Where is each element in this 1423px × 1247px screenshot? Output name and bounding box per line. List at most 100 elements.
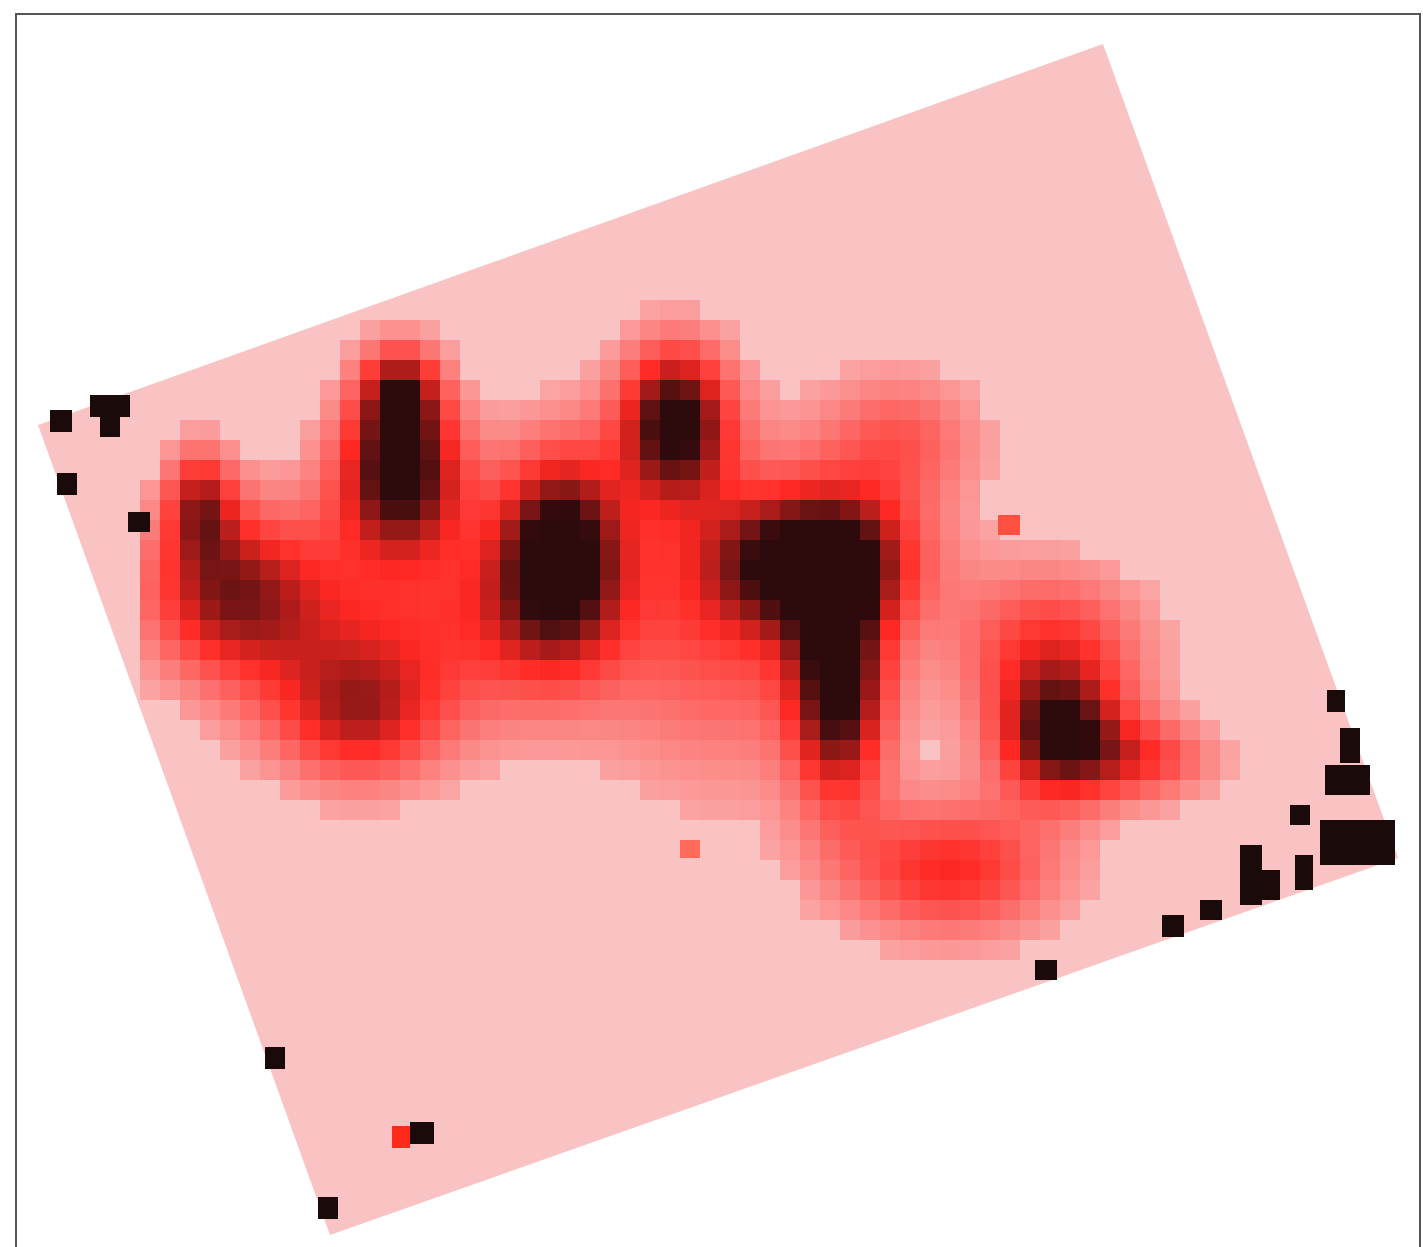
heat-block <box>440 760 460 780</box>
heat-block <box>580 540 600 560</box>
heat-block <box>360 400 380 420</box>
heat-block <box>340 520 360 540</box>
heat-block <box>920 840 940 860</box>
heat-block <box>560 420 580 440</box>
heat-block <box>1080 880 1100 900</box>
heat-block <box>800 860 820 880</box>
heat-block <box>320 800 340 820</box>
heat-block <box>760 400 780 420</box>
heat-block <box>500 400 520 420</box>
heat-block <box>840 800 860 820</box>
heat-block <box>1020 760 1040 780</box>
heat-block <box>420 620 440 640</box>
heat-block <box>840 600 860 620</box>
heat-block <box>260 740 280 760</box>
heat-block <box>1000 640 1020 660</box>
heat-block <box>1160 680 1180 700</box>
heat-block <box>500 660 520 680</box>
heat-block <box>800 840 820 860</box>
heat-block <box>500 460 520 480</box>
heat-block <box>240 720 260 740</box>
heat-block <box>1040 720 1060 740</box>
heat-block <box>960 680 980 700</box>
heat-block <box>880 820 900 840</box>
heat-block <box>360 560 380 580</box>
heat-block <box>920 920 940 940</box>
heat-block <box>440 460 460 480</box>
heat-block <box>720 780 740 800</box>
heat-block <box>340 340 360 360</box>
heat-block <box>1060 540 1080 560</box>
heat-block <box>580 700 600 720</box>
heat-block <box>1080 580 1100 600</box>
dead-pixel <box>1200 900 1222 920</box>
heat-block <box>660 300 680 320</box>
heat-block <box>1040 780 1060 800</box>
heat-block <box>540 400 560 420</box>
heat-block <box>1060 800 1080 820</box>
heat-block <box>1020 740 1040 760</box>
heat-block <box>940 780 960 800</box>
heat-block <box>440 400 460 420</box>
heat-block <box>500 420 520 440</box>
heat-block <box>580 480 600 500</box>
heat-block <box>800 680 820 700</box>
heat-block <box>1060 820 1080 840</box>
heat-block <box>860 660 880 680</box>
heat-block <box>800 740 820 760</box>
heat-block <box>800 660 820 680</box>
heat-block <box>860 440 880 460</box>
heat-block <box>140 560 160 580</box>
heat-block <box>980 880 1000 900</box>
heat-block <box>1020 920 1040 940</box>
heat-block <box>380 460 400 480</box>
heat-block <box>360 720 380 740</box>
heat-block <box>700 780 720 800</box>
heat-block <box>180 600 200 620</box>
heat-block <box>840 640 860 660</box>
heat-block <box>200 480 220 500</box>
heat-block <box>380 400 400 420</box>
heat-block <box>420 740 440 760</box>
image <box>0 0 1423 1247</box>
heat-block <box>960 880 980 900</box>
heat-block <box>1180 720 1200 740</box>
heat-block <box>1060 700 1080 720</box>
heat-block <box>340 620 360 640</box>
heat-block <box>480 640 500 660</box>
heat-block <box>1100 800 1120 820</box>
heat-block <box>580 560 600 580</box>
heat-block <box>1160 740 1180 760</box>
heat-block <box>420 500 440 520</box>
heat-block <box>300 660 320 680</box>
dead-pixel <box>1295 855 1313 890</box>
heat-block <box>500 440 520 460</box>
heat-block <box>360 800 380 820</box>
heat-block <box>820 840 840 860</box>
heat-block <box>1100 600 1120 620</box>
heat-block <box>1100 760 1120 780</box>
heat-block <box>1140 640 1160 660</box>
heat-block <box>800 720 820 740</box>
heat-block <box>600 500 620 520</box>
heat-block <box>560 720 580 740</box>
heat-block <box>440 340 460 360</box>
heat-block <box>620 580 640 600</box>
heat-block <box>880 600 900 620</box>
heat-block <box>600 520 620 540</box>
heat-block <box>620 340 640 360</box>
heat-block <box>420 320 440 340</box>
heat-block <box>380 620 400 640</box>
heat-block <box>260 560 280 580</box>
heat-block <box>600 440 620 460</box>
heat-block <box>960 640 980 660</box>
heat-block <box>520 400 540 420</box>
heat-block <box>740 540 760 560</box>
heat-block <box>740 480 760 500</box>
heat-block <box>1020 680 1040 700</box>
heat-block <box>720 340 740 360</box>
heat-block <box>700 400 720 420</box>
heat-block <box>1180 740 1200 760</box>
heat-block <box>860 500 880 520</box>
heat-block <box>860 780 880 800</box>
